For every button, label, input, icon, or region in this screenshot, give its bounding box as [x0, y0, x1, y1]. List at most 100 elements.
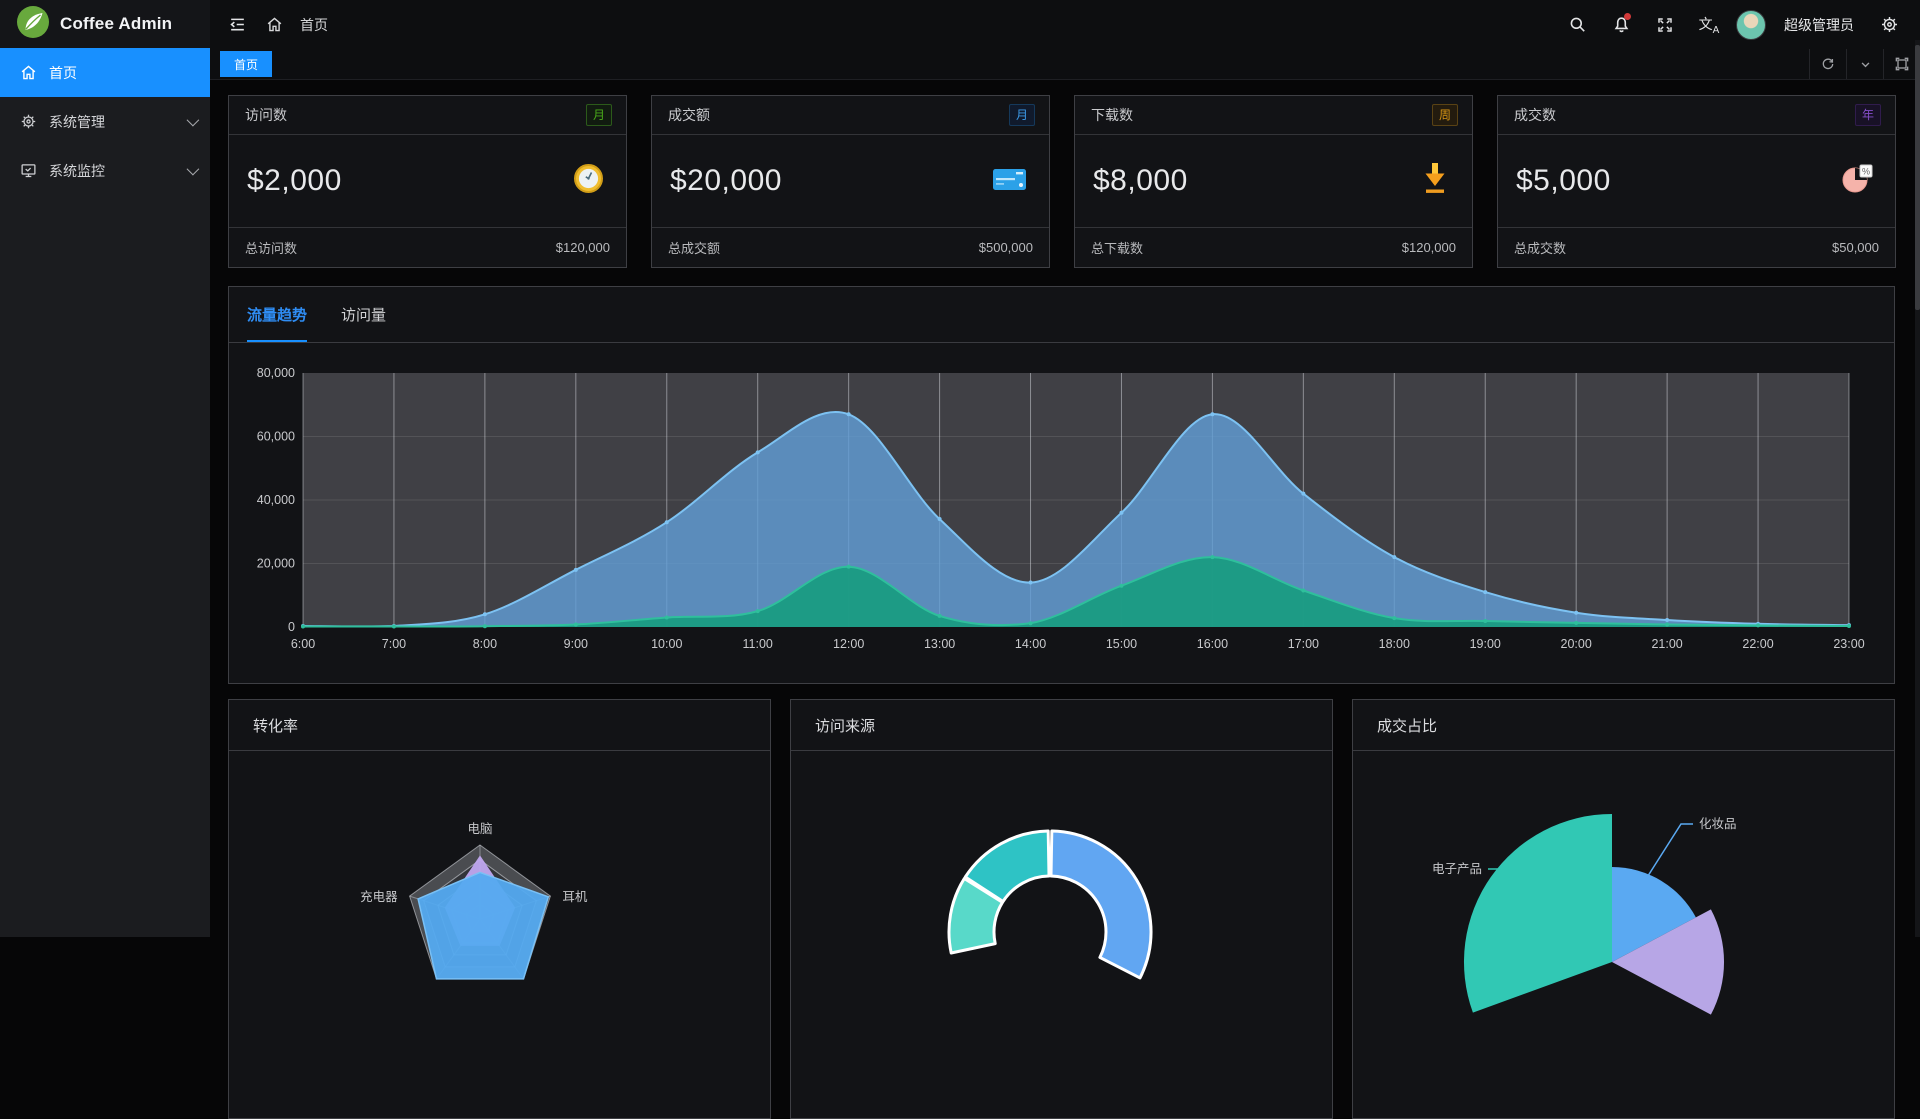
svg-text:21:00: 21:00	[1651, 637, 1682, 651]
period-badge[interactable]: 月	[1008, 104, 1035, 126]
svg-text:15:00: 15:00	[1106, 637, 1137, 651]
donut-chart[interactable]	[791, 751, 1332, 1118]
top-navbar: 首页 文A 超级管理员	[210, 0, 1920, 49]
chevron-down-icon[interactable]	[1846, 49, 1883, 79]
search-icon[interactable]	[1560, 8, 1594, 42]
svg-text:9:00: 9:00	[564, 637, 588, 651]
svg-text:40,000: 40,000	[257, 493, 295, 507]
deal-share-panel: 成交占比 化妆品电子产品	[1352, 699, 1895, 1119]
bell-icon[interactable]	[1604, 8, 1638, 42]
stat-card-value: $20,000	[670, 164, 782, 197]
area-chart[interactable]: 0 20,000 40,000 60,000 80,000 6:00 7:00 8:00 9:0…	[229, 343, 1894, 683]
settings-gear-icon[interactable]	[1872, 8, 1906, 42]
refresh-icon[interactable]	[1809, 49, 1846, 79]
gear-icon	[20, 113, 37, 130]
svg-text:%: %	[1862, 167, 1870, 177]
stat-card-downloads: 下载数 周 $8,000 总下载数 $120,000	[1074, 95, 1473, 268]
translate-icon[interactable]: 文A	[1698, 15, 1720, 36]
page-tab-label: 首页	[234, 57, 259, 72]
panel-title: 访问来源	[791, 700, 1332, 751]
stat-card-title: 访问数	[245, 107, 287, 123]
stat-card-turnover: 成交额 月 $20,000 总成交额 $500,000	[651, 95, 1050, 268]
breadcrumb[interactable]: 首页	[300, 16, 328, 33]
svg-text:11:00: 11:00	[743, 637, 773, 651]
svg-text:60,000: 60,000	[257, 430, 295, 444]
notification-dot	[1624, 12, 1631, 20]
period-badge[interactable]: 月	[585, 104, 612, 126]
stat-card-footer-value: $120,000	[1401, 240, 1456, 255]
svg-text:13:00: 13:00	[924, 637, 955, 651]
stat-card-value: $2,000	[247, 164, 342, 197]
monitor-icon	[20, 162, 37, 179]
stat-card-title: 下载数	[1091, 107, 1133, 123]
home-icon[interactable]	[264, 8, 284, 42]
period-badge[interactable]: 周	[1431, 104, 1458, 126]
svg-text:14:00: 14:00	[1015, 637, 1046, 651]
svg-text:19:00: 19:00	[1470, 637, 1501, 651]
sidebar-item-system-monitor[interactable]: 系统监控	[0, 146, 210, 195]
download-icon	[1420, 162, 1450, 200]
period-badge[interactable]: 年	[1854, 104, 1881, 126]
avatar[interactable]	[1736, 9, 1766, 40]
stat-card-footer-label: 总访问数	[245, 241, 298, 256]
svg-text:电子产品: 电子产品	[1432, 862, 1482, 876]
stat-card-visits: 访问数 月 $2,000 总访问数 $120,000	[228, 95, 627, 268]
svg-text:化妆品: 化妆品	[1699, 817, 1737, 831]
stat-card-footer-value: $120,000	[555, 240, 610, 255]
sidebar: Coffee Admin 首页 系统管理 系统监控	[0, 0, 210, 937]
panel-title: 成交占比	[1353, 700, 1894, 751]
visit-source-panel: 访问来源	[790, 699, 1333, 1119]
maximize-icon[interactable]	[1883, 49, 1920, 79]
svg-text:20,000: 20,000	[257, 557, 295, 571]
svg-text:7:00: 7:00	[382, 637, 406, 651]
home-icon	[20, 64, 37, 81]
sidebar-item-home[interactable]: 首页	[0, 48, 210, 97]
coffee-admin-logo	[16, 5, 50, 44]
brand-header: Coffee Admin	[0, 0, 210, 48]
svg-text:17:00: 17:00	[1288, 637, 1319, 651]
stat-card-title: 成交数	[1514, 107, 1556, 123]
collapse-sidebar-icon[interactable]	[226, 8, 248, 42]
chevron-down-icon	[186, 162, 200, 176]
svg-text:12:00: 12:00	[833, 637, 864, 651]
sidebar-item-label: 系统管理	[49, 113, 105, 130]
svg-text:18:00: 18:00	[1379, 637, 1410, 651]
main-content: 访问数 月 $2,000 总访问数 $120,000 成交额 月 $2	[210, 80, 1920, 1119]
svg-text:电脑: 电脑	[467, 822, 492, 836]
stat-card-deals: 成交数 年 $5,000 % 总成交数 $50,000	[1497, 95, 1896, 268]
stat-card-footer-label: 总成交额	[668, 241, 721, 256]
stat-card-footer-label: 总成交数	[1514, 241, 1567, 256]
scrollbar[interactable]	[1915, 40, 1920, 937]
credit-card-icon	[992, 166, 1027, 197]
pie-percent-icon: %	[1841, 163, 1873, 199]
user-name[interactable]: 超级管理员	[1784, 16, 1854, 33]
svg-text:8:00: 8:00	[473, 637, 497, 651]
svg-text:10:00: 10:00	[651, 637, 682, 651]
svg-text:0: 0	[288, 620, 295, 634]
tab-visit-volume[interactable]: 访问量	[341, 307, 387, 324]
tab-traffic-trend[interactable]: 流量趋势	[247, 304, 308, 342]
svg-text:6:00: 6:00	[291, 637, 315, 651]
panel-title: 转化率	[229, 700, 770, 751]
fullscreen-icon[interactable]	[1648, 8, 1682, 42]
trend-panel: 流量趋势 访问量 0 20,000 40,000 60,000 80,000 6:00 7:…	[228, 286, 1895, 684]
stat-card-footer-value: $500,000	[978, 240, 1033, 255]
brand-name: Coffee Admin	[60, 14, 173, 33]
sidebar-item-label: 系统监控	[49, 162, 105, 179]
trend-tabs: 流量趋势 访问量	[229, 287, 1894, 343]
stat-card-footer-label: 总下载数	[1091, 241, 1144, 256]
conversion-panel: 转化率 电脑耳机 充电器	[228, 699, 771, 1119]
svg-text:充电器: 充电器	[360, 889, 398, 904]
svg-text:22:00: 22:00	[1742, 637, 1773, 651]
scrollbar-thumb[interactable]	[1915, 45, 1920, 310]
sidebar-item-system-management[interactable]: 系统管理	[0, 97, 210, 146]
page-tab-home[interactable]: 首页	[220, 51, 273, 77]
svg-text:23:00: 23:00	[1833, 637, 1864, 651]
stat-card-value: $5,000	[1516, 164, 1611, 197]
stat-card-footer-value: $50,000	[1832, 240, 1879, 255]
sidebar-item-label: 首页	[49, 64, 77, 81]
svg-text:20:00: 20:00	[1561, 637, 1592, 651]
svg-text:耳机: 耳机	[562, 890, 588, 904]
